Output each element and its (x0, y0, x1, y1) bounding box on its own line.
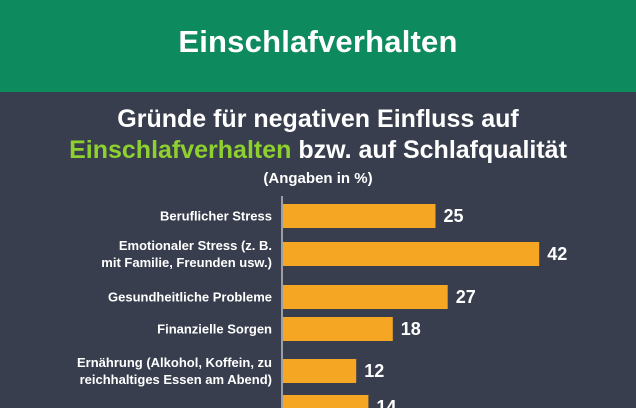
bar-value-label: 18 (401, 319, 421, 339)
banner-title: Einschlafverhalten (178, 24, 458, 59)
bar (283, 317, 393, 341)
bar (283, 395, 369, 408)
header-banner: Einschlafverhalten (0, 0, 636, 92)
category-label: Emotionaler Stress (z. B. (119, 238, 272, 253)
bar (283, 204, 436, 228)
bar-value-label: 27 (456, 287, 476, 307)
headline-line-1: Gründe für negativen Einfluss auf (117, 105, 519, 133)
headline-line-2: Einschlafverhalten bzw. auf Schlafqualit… (0, 135, 636, 166)
bar (283, 359, 357, 383)
bar-value-label: 14 (376, 397, 396, 408)
chart-subtitle: (Angaben in %) (263, 170, 373, 187)
category-label: Finanzielle Sorgen (157, 322, 272, 337)
headline-accent: Einschlafverhalten (69, 136, 292, 164)
bar-value-label: 42 (547, 244, 567, 264)
category-label: Gesundheitliche Probleme (108, 290, 272, 305)
bar-group: 25 Beruflicher Stress 42 Emotionaler Stress… (77, 204, 567, 408)
category-label: Ernährung (Alkohol, Koffein, zu (77, 355, 272, 370)
category-label: Beruflicher Stress (160, 209, 272, 224)
bar-value-label: 25 (444, 206, 464, 226)
bar (283, 285, 448, 309)
category-label: reichhaltiges Essen am Abend) (80, 372, 272, 387)
chart-headline: Gründe für negativen Einfluss auf Einsch… (0, 104, 636, 166)
bar-value-label: 12 (364, 361, 384, 381)
bar (283, 242, 540, 266)
headline-rest: bzw. auf Schlafqualität (291, 136, 567, 164)
category-label: mit Familie, Freunden usw.) (101, 255, 272, 270)
